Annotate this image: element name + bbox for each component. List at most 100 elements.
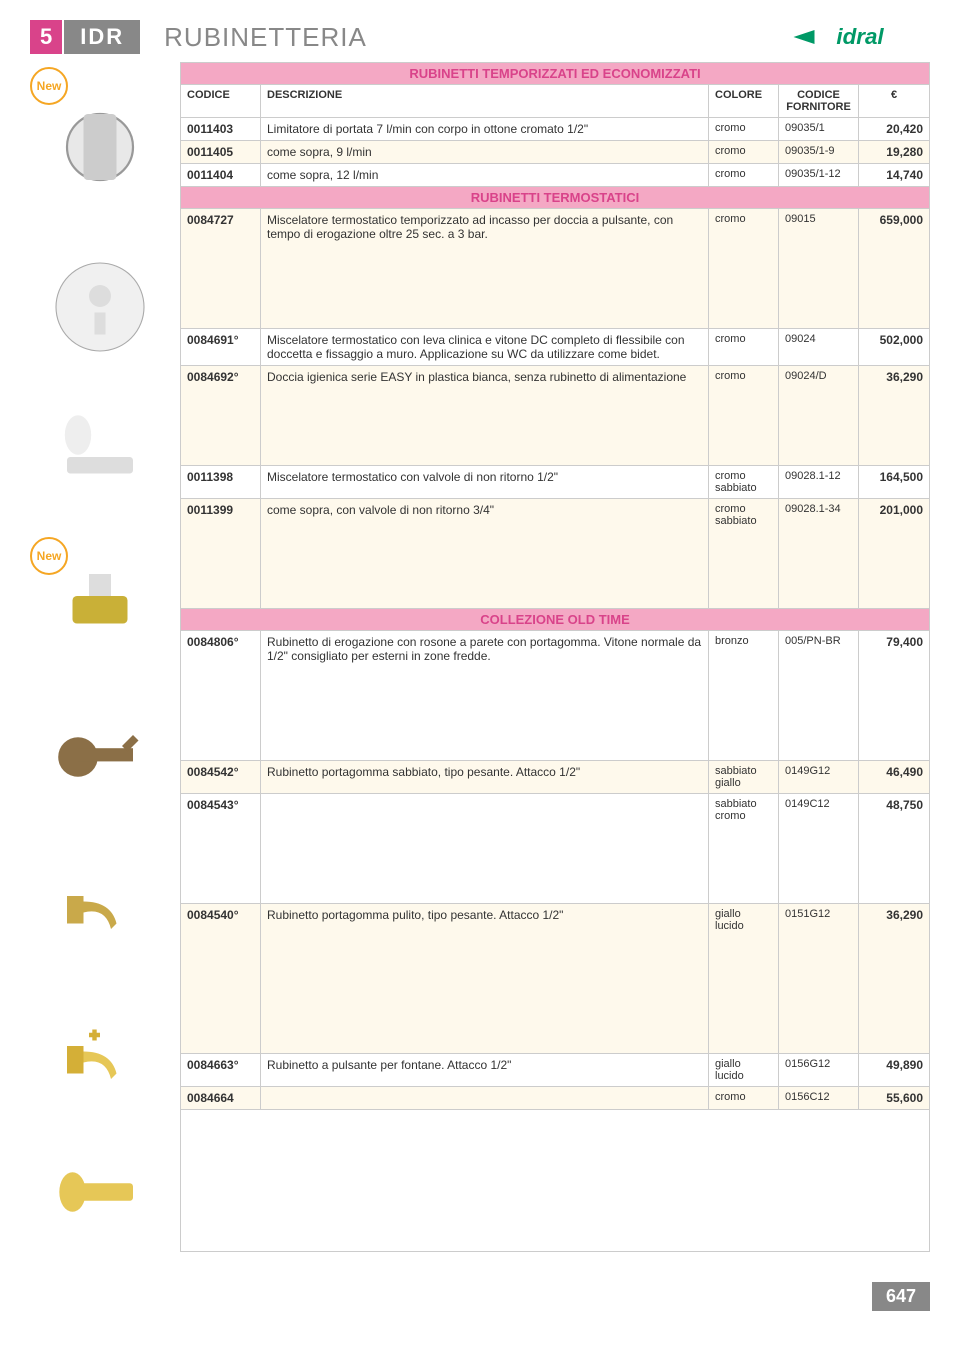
section-header: RUBINETTI TEMPORIZZATI ED ECONOMIZZATI: [181, 63, 929, 85]
product-table: RUBINETTI TEMPORIZZATI ED ECONOMIZZATI C…: [180, 62, 930, 1252]
cell-price: 502,000: [859, 329, 929, 365]
cell-desc: [261, 794, 709, 903]
cell-desc: [261, 1087, 709, 1109]
cell-code: 0011404: [181, 164, 261, 186]
table-row: 0084691° Miscelatore termostatico con le…: [181, 329, 929, 366]
brand-logo: idral: [790, 23, 930, 51]
cell-color: cromo sabbiato: [709, 466, 779, 498]
cell-forn: 09028.1-34: [779, 499, 859, 608]
cell-price: 164,500: [859, 466, 929, 498]
table-row: 0084540° Rubinetto portagomma pulito, ti…: [181, 904, 929, 1054]
table-row: 0084664 cromo 0156C12 55,600: [181, 1087, 929, 1110]
cell-price: 201,000: [859, 499, 929, 608]
svg-text:idral: idral: [836, 24, 884, 49]
section-number: 5: [30, 20, 62, 54]
col-codice: CODICE: [181, 85, 261, 117]
cell-color: giallo lucido: [709, 1054, 779, 1086]
cell-price: 49,890: [859, 1054, 929, 1086]
cell-desc: Rubinetto a pulsante per fontane. Attacc…: [261, 1054, 709, 1086]
product-shower-icon: [45, 402, 155, 512]
section-header: RUBINETTI TERMOSTATICI: [181, 187, 929, 209]
product-oldtime-tap-icon: [45, 702, 155, 812]
cell-code: 0011399: [181, 499, 261, 608]
cell-color: bronzo: [709, 631, 779, 760]
cell-forn: 09028.1-12: [779, 466, 859, 498]
cell-forn: 09015: [779, 209, 859, 328]
cell-forn: 09024: [779, 329, 859, 365]
cell-price: 46,490: [859, 761, 929, 793]
table-row: 0011398 Miscelatore termostatico con val…: [181, 466, 929, 499]
cell-color: sabbiato cromo: [709, 794, 779, 903]
cell-code: 0084806°: [181, 631, 261, 760]
cell-color: cromo: [709, 1087, 779, 1109]
cell-code: 0084543°: [181, 794, 261, 903]
product-gold-tap-icon: [45, 1002, 155, 1112]
table-row: 0011403 Limitatore di portata 7 l/min co…: [181, 118, 929, 141]
cell-desc: Miscelatore termostatico con leva clinic…: [261, 329, 709, 365]
cell-desc: Limitatore di portata 7 l/min con corpo …: [261, 118, 709, 140]
cell-code: 0084542°: [181, 761, 261, 793]
cell-forn: 09035/1: [779, 118, 859, 140]
table-row: 0011405 come sopra, 9 l/min cromo 09035/…: [181, 141, 929, 164]
page-number: 647: [872, 1282, 930, 1311]
table-row: 0084727 Miscelatore termostatico tempori…: [181, 209, 929, 329]
cell-desc: Rubinetto di erogazione con rosone a par…: [261, 631, 709, 760]
table-row: 0084543° sabbiato cromo 0149C12 48,750: [181, 794, 929, 904]
cell-price: 36,290: [859, 366, 929, 465]
cell-price: 48,750: [859, 794, 929, 903]
product-image-slot: [30, 1132, 170, 1252]
cell-code: 0084691°: [181, 329, 261, 365]
cell-forn: 0149G12: [779, 761, 859, 793]
cell-forn: 0149C12: [779, 794, 859, 903]
cell-forn: 09035/1-9: [779, 141, 859, 163]
cell-color: cromo: [709, 141, 779, 163]
cell-forn: 0156G12: [779, 1054, 859, 1086]
cell-desc: Doccia igienica serie EASY in plastica b…: [261, 366, 709, 465]
cell-color: giallo lucido: [709, 904, 779, 1053]
cell-price: 19,280: [859, 141, 929, 163]
cell-desc: Rubinetto portagomma sabbiato, tipo pesa…: [261, 761, 709, 793]
table-row: 0011404 come sopra, 12 l/min cromo 09035…: [181, 164, 929, 187]
product-limiter-icon: [45, 92, 155, 202]
cell-code: 0084664: [181, 1087, 261, 1109]
page-footer: 647: [30, 1282, 930, 1311]
cell-code: 0084540°: [181, 904, 261, 1053]
cell-forn: 09035/1-12: [779, 164, 859, 186]
cell-price: 14,740: [859, 164, 929, 186]
cell-forn: 005/PN-BR: [779, 631, 859, 760]
col-euro: €: [859, 85, 929, 117]
cell-code: 0011403: [181, 118, 261, 140]
col-descrizione: DESCRIZIONE: [261, 85, 709, 117]
cell-code: 0011398: [181, 466, 261, 498]
cell-desc: Miscelatore termostatico con valvole di …: [261, 466, 709, 498]
cell-desc: Rubinetto portagomma pulito, tipo pesant…: [261, 904, 709, 1053]
cell-code: 0084692°: [181, 366, 261, 465]
cell-price: 55,600: [859, 1087, 929, 1109]
section-header: COLLEZIONE OLD TIME: [181, 609, 929, 631]
cell-desc: come sopra, con valvole di non ritorno 3…: [261, 499, 709, 608]
cell-color: cromo: [709, 209, 779, 328]
cell-color: cromo: [709, 118, 779, 140]
cell-desc: Miscelatore termostatico temporizzato ad…: [261, 209, 709, 328]
col-fornitore: CODICEFORNITORE: [779, 85, 859, 117]
product-images-column: New New: [30, 62, 170, 1252]
product-brass-tap-icon: [45, 852, 155, 962]
section-code: IDR: [64, 20, 140, 54]
cell-color: cromo: [709, 366, 779, 465]
product-thermomixer-icon: [45, 252, 155, 362]
cell-forn: 0151G12: [779, 904, 859, 1053]
cell-code: 0084663°: [181, 1054, 261, 1086]
cell-code: 0084727: [181, 209, 261, 328]
table-header-row: CODICE DESCRIZIONE COLORE CODICEFORNITOR…: [181, 85, 929, 118]
cell-price: 659,000: [859, 209, 929, 328]
page-title: RUBINETTERIA: [164, 22, 367, 53]
page-header: 5 IDR RUBINETTERIA idral: [30, 20, 930, 54]
cell-price: 36,290: [859, 904, 929, 1053]
cell-price: 79,400: [859, 631, 929, 760]
cell-color: cromo sabbiato: [709, 499, 779, 608]
cell-price: 20,420: [859, 118, 929, 140]
product-image-slot: [30, 382, 170, 532]
cell-desc: come sopra, 12 l/min: [261, 164, 709, 186]
cell-color: cromo: [709, 329, 779, 365]
new-badge: New: [30, 537, 68, 575]
